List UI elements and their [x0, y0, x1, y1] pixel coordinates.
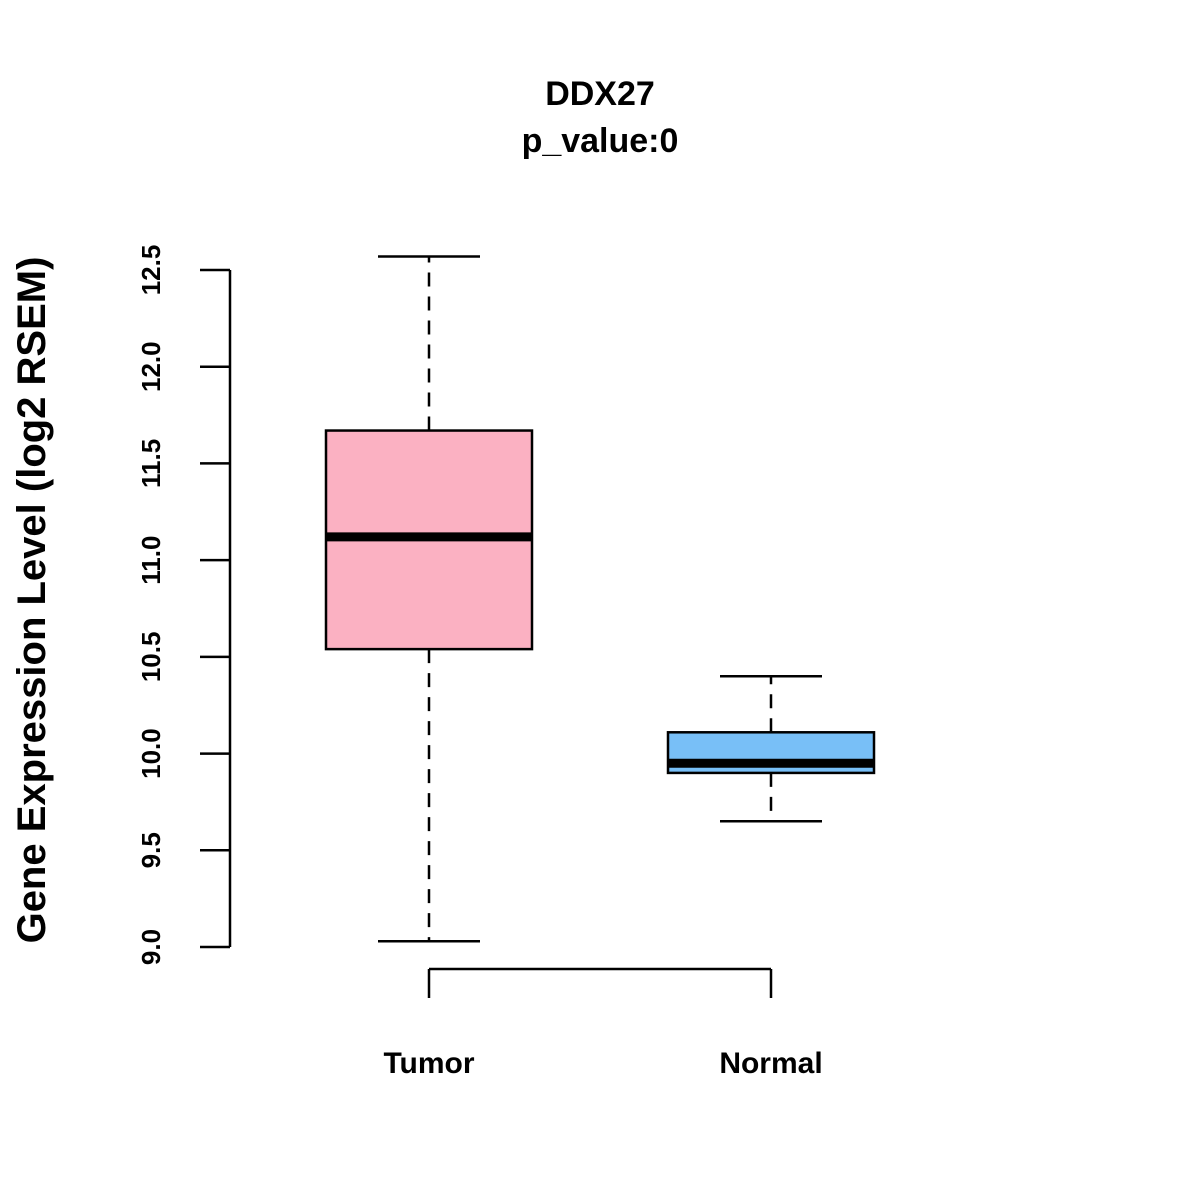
boxes-group: [324, 255, 876, 943]
y-tick-label: 10.5: [136, 632, 166, 683]
x-tick-label-normal: Normal: [719, 1047, 822, 1080]
y-tick-label: 9.5: [136, 832, 166, 868]
x-axis: Tumor Normal: [383, 967, 823, 1080]
box-tumor: [324, 255, 534, 943]
y-tick-label: 12.5: [136, 245, 166, 296]
y-tick-label: 10.0: [136, 728, 166, 779]
y-tick-label: 11.5: [136, 439, 166, 488]
y-tick-label: 12.0: [136, 341, 166, 392]
chart-title: DDX27: [545, 75, 655, 113]
y-axis: 9.0 9.5 10.0 10.5 11.0 11.5 12.0 12.5: [136, 245, 232, 965]
box-normal: [666, 674, 876, 823]
y-tick-label: 11.0: [136, 536, 166, 585]
y-tick-label: 9.0: [136, 929, 166, 965]
chart-subtitle: p_value:0: [522, 122, 679, 160]
x-tick-label-tumor: Tumor: [383, 1047, 474, 1080]
y-axis-label: Gene Expression Level (log2 RSEM): [10, 257, 54, 944]
